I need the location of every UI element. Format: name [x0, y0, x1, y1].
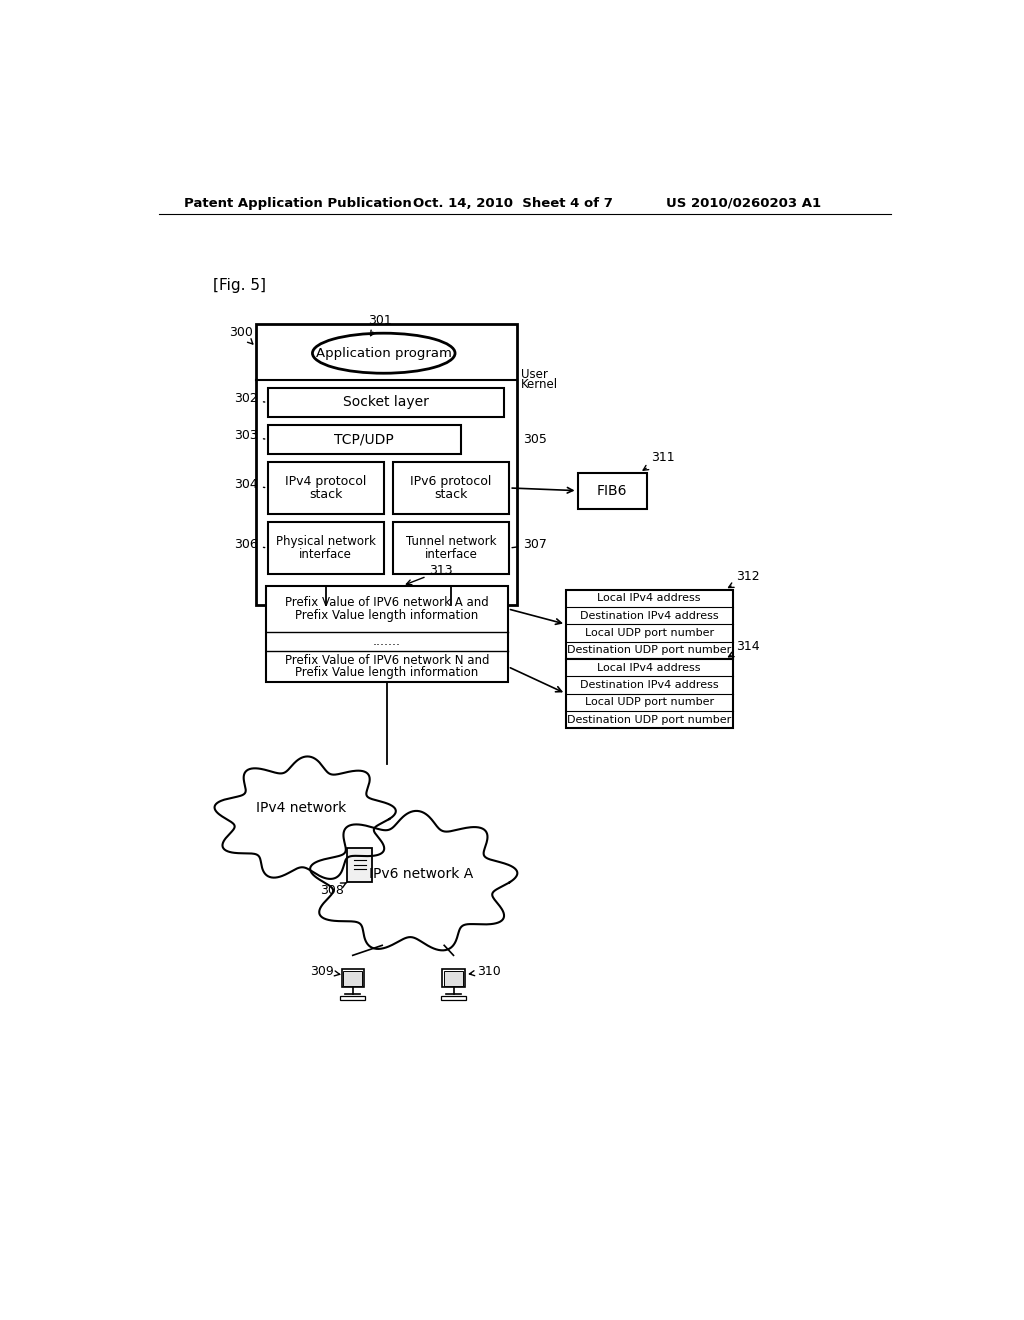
Text: interface: interface: [425, 548, 477, 561]
Text: Oct. 14, 2010  Sheet 4 of 7: Oct. 14, 2010 Sheet 4 of 7: [414, 197, 613, 210]
Bar: [343, 972, 362, 986]
Text: Local IPv4 address: Local IPv4 address: [597, 663, 701, 673]
Text: IPv4 network: IPv4 network: [256, 800, 346, 814]
Text: 311: 311: [643, 451, 675, 470]
Text: Local IPv4 address: Local IPv4 address: [597, 593, 701, 603]
Text: Tunnel network: Tunnel network: [406, 535, 497, 548]
Text: stack: stack: [434, 488, 468, 502]
Text: 310: 310: [469, 965, 501, 978]
Bar: [393, 462, 509, 515]
Text: 300: 300: [228, 326, 253, 345]
Bar: [256, 323, 517, 605]
Bar: [351, 843, 376, 878]
Text: stack: stack: [309, 488, 342, 502]
Bar: [267, 388, 504, 417]
Bar: [566, 659, 732, 729]
Text: 307: 307: [512, 539, 547, 550]
Text: 306: 306: [234, 539, 265, 550]
Bar: [267, 521, 384, 574]
Text: .......: .......: [373, 635, 400, 648]
Text: Destination IPv4 address: Destination IPv4 address: [580, 611, 719, 620]
Text: interface: interface: [299, 548, 352, 561]
Text: Destination IPv4 address: Destination IPv4 address: [580, 680, 719, 690]
Polygon shape: [310, 810, 517, 950]
Text: Prefix Value length information: Prefix Value length information: [295, 609, 478, 622]
Bar: [267, 462, 384, 515]
Text: Local UDP port number: Local UDP port number: [585, 628, 714, 638]
Text: 304: 304: [234, 478, 265, 491]
Text: Destination UDP port number: Destination UDP port number: [567, 714, 731, 725]
Bar: [347, 847, 372, 882]
Bar: [442, 969, 465, 987]
Bar: [266, 586, 508, 682]
Text: 312: 312: [728, 570, 760, 587]
Text: IPv6 network A: IPv6 network A: [369, 867, 473, 882]
Text: 309: 309: [310, 965, 340, 978]
Text: Socket layer: Socket layer: [343, 396, 429, 409]
Text: 314: 314: [728, 640, 760, 657]
Text: 313: 313: [407, 564, 453, 585]
Text: 302: 302: [234, 392, 265, 405]
Text: Physical network: Physical network: [275, 535, 376, 548]
Bar: [441, 995, 466, 999]
Text: Prefix Value length information: Prefix Value length information: [295, 667, 478, 680]
Bar: [267, 425, 461, 454]
Bar: [578, 473, 647, 508]
Text: IPv6 protocol: IPv6 protocol: [411, 474, 492, 487]
Bar: [340, 995, 366, 999]
Bar: [342, 969, 364, 987]
Text: IPv4 protocol: IPv4 protocol: [285, 474, 367, 487]
Text: FIB6: FIB6: [597, 483, 628, 498]
Text: Prefix Value of IPV6 network A and: Prefix Value of IPV6 network A and: [285, 597, 488, 610]
Text: US 2010/0260203 A1: US 2010/0260203 A1: [666, 197, 821, 210]
Text: Prefix Value of IPV6 network N and: Prefix Value of IPV6 network N and: [285, 653, 489, 667]
Text: 305: 305: [523, 433, 547, 446]
Text: Kernel: Kernel: [521, 379, 558, 391]
Bar: [393, 521, 509, 574]
Text: [Fig. 5]: [Fig. 5]: [213, 279, 266, 293]
Text: 301: 301: [369, 314, 392, 335]
Text: Application program: Application program: [315, 347, 452, 360]
Text: TCP/UDP: TCP/UDP: [335, 433, 394, 446]
Text: User: User: [521, 367, 548, 380]
Bar: [566, 590, 732, 659]
Text: Local UDP port number: Local UDP port number: [585, 697, 714, 708]
Ellipse shape: [312, 333, 455, 374]
Text: 308: 308: [321, 883, 347, 896]
Text: Patent Application Publication: Patent Application Publication: [183, 197, 412, 210]
Text: Destination UDP port number: Destination UDP port number: [567, 645, 731, 655]
Text: 303: 303: [234, 429, 265, 442]
Bar: [443, 972, 463, 986]
Polygon shape: [215, 756, 396, 879]
